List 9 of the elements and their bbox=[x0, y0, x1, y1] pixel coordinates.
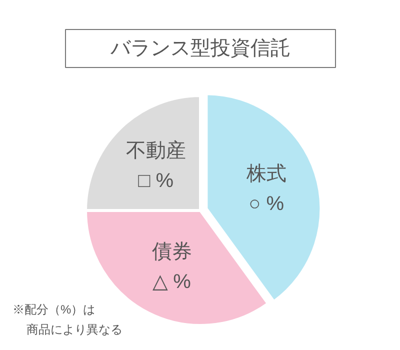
slice-label: 不動産 bbox=[126, 140, 186, 162]
slice-label: 債券 bbox=[152, 240, 192, 263]
text: 商品により異なる bbox=[26, 322, 122, 336]
data-label: □ % bbox=[138, 170, 174, 192]
slice-label: 株式 bbox=[245, 163, 286, 186]
text: ※配分（%）は bbox=[12, 302, 96, 316]
chart-title: バランス型投資信託 bbox=[110, 38, 290, 60]
data-label: △ % bbox=[152, 270, 192, 293]
data-label: ○ % bbox=[248, 193, 284, 216]
